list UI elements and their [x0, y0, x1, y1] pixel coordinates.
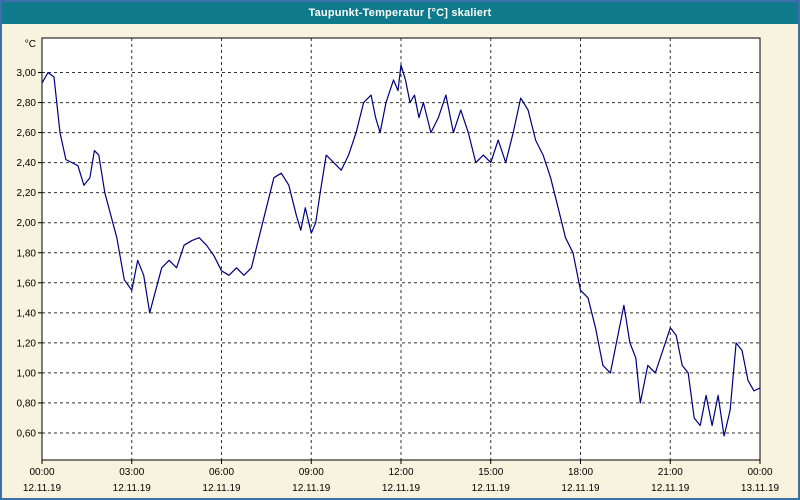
- x-tick-time-label: 03:00: [119, 467, 144, 478]
- y-axis-unit-label: °C: [25, 39, 36, 50]
- line-chart: 3,00 2,80 2,60 2,40 2,20 2,00 1,80 1,60 1,40 1,20…: [17, 37, 780, 494]
- x-tick-time-label: 12:00: [388, 467, 413, 478]
- x-tick-date-label: 12.11.19: [23, 483, 62, 494]
- x-tick-date-label: 13.11.19: [741, 483, 780, 494]
- y-tick-label: 1,60: [17, 278, 37, 289]
- y-tick-label: 1,40: [17, 308, 37, 319]
- y-tick-label: 3,00: [17, 68, 37, 79]
- x-tick-time-label: 00:00: [29, 467, 54, 478]
- x-tick-date-label: 12.11.19: [202, 483, 241, 494]
- y-tick-label: 1,20: [17, 338, 37, 349]
- x-tick-date-label: 12.11.19: [472, 483, 511, 494]
- title-bar: Taupunkt-Temperatur [°C] skaliert: [2, 2, 798, 24]
- y-tick-label: 2,00: [17, 218, 37, 229]
- x-tick-time-label: 06:00: [209, 467, 234, 478]
- chart-title: Taupunkt-Temperatur [°C] skaliert: [308, 7, 492, 19]
- x-tick-time-label: 21:00: [658, 467, 683, 478]
- x-tick-time-label: 00:00: [747, 467, 772, 478]
- x-tick-time-label: 15:00: [478, 467, 503, 478]
- y-tick-label: 0,60: [17, 428, 37, 439]
- x-tick-date-label: 12.11.19: [561, 483, 600, 494]
- y-tick-label: 1,80: [17, 248, 37, 259]
- x-tick-time-label: 18:00: [568, 467, 593, 478]
- y-tick-label: 2,40: [17, 158, 37, 169]
- x-tick-date-label: 12.11.19: [292, 483, 331, 494]
- x-tick-date-label: 12.11.19: [651, 483, 690, 494]
- chart-area: 3,00 2,80 2,60 2,40 2,20 2,00 1,80 1,60 1,40 1,20…: [2, 24, 798, 498]
- x-tick-time-label: 09:00: [299, 467, 324, 478]
- x-tick-date-label: 12.11.19: [382, 483, 421, 494]
- plot-border: [41, 37, 761, 461]
- series-line: [41, 64, 761, 437]
- y-tick-label: 2,60: [17, 128, 37, 139]
- x-tick-date-label: 12.11.19: [113, 483, 152, 494]
- y-tick-label: 1,00: [17, 368, 37, 379]
- y-tick-label: 2,20: [17, 188, 37, 199]
- y-tick-label: 0,80: [17, 398, 37, 409]
- y-tick-label: 2,80: [17, 98, 37, 109]
